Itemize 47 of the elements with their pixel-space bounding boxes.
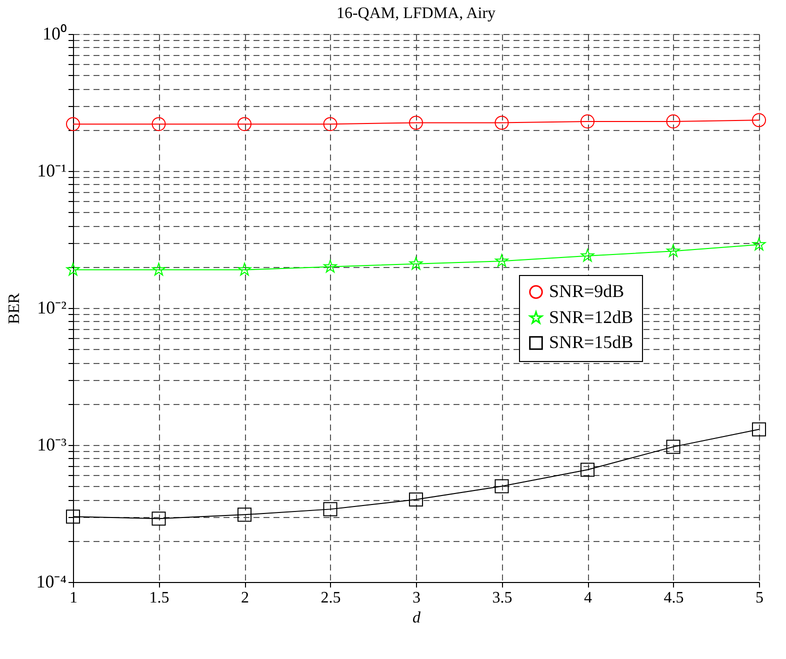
point	[152, 117, 166, 132]
point	[152, 262, 166, 276]
point	[66, 510, 80, 524]
point	[752, 113, 766, 128]
point	[494, 116, 509, 130]
point	[66, 262, 80, 276]
y-axis-title: BER	[6, 292, 24, 324]
x-axis-title: d	[412, 610, 422, 626]
point	[66, 117, 80, 132]
point	[495, 254, 508, 267]
point	[152, 512, 166, 526]
y-tick-label: 10⁻²	[37, 298, 66, 318]
legend-label: SNR=12dB	[549, 307, 634, 327]
chart-title: 16-QAM, LFDMA, Airy	[336, 5, 496, 22]
x-tick-label: 5	[756, 590, 764, 606]
x-tick-label: 4	[584, 590, 592, 606]
x-tick-label: 2.5	[320, 590, 341, 606]
x-tick-label: 3.5	[492, 590, 512, 606]
point	[666, 440, 680, 454]
y-tick-label: 10⁻⁴	[36, 572, 66, 592]
x-tick-label: 2	[241, 590, 249, 606]
legend-label: SNR=15dB	[549, 332, 634, 352]
point	[580, 462, 595, 477]
point	[238, 262, 252, 276]
point	[323, 117, 338, 132]
point	[666, 244, 680, 257]
point	[580, 248, 594, 262]
point	[323, 502, 338, 516]
point	[408, 492, 424, 507]
x-tick-label: 1.5	[149, 590, 170, 606]
point	[752, 238, 766, 250]
x-tick-label: 1	[70, 590, 78, 606]
point	[237, 508, 252, 522]
point	[409, 256, 423, 270]
point	[580, 114, 595, 128]
point	[666, 114, 680, 128]
y-tick-label: 10⁰	[42, 24, 66, 44]
y-tick-label: 10⁻¹	[37, 160, 66, 180]
x-tick-label: 3	[412, 590, 420, 606]
x-tick-label: 4.5	[664, 590, 684, 606]
legend-label: SNR=9dB	[549, 281, 624, 301]
point	[324, 260, 337, 273]
y-tick-label: 10⁻³	[37, 434, 68, 454]
point	[494, 479, 509, 494]
point	[752, 422, 766, 436]
point	[237, 117, 252, 132]
point	[408, 116, 424, 130]
